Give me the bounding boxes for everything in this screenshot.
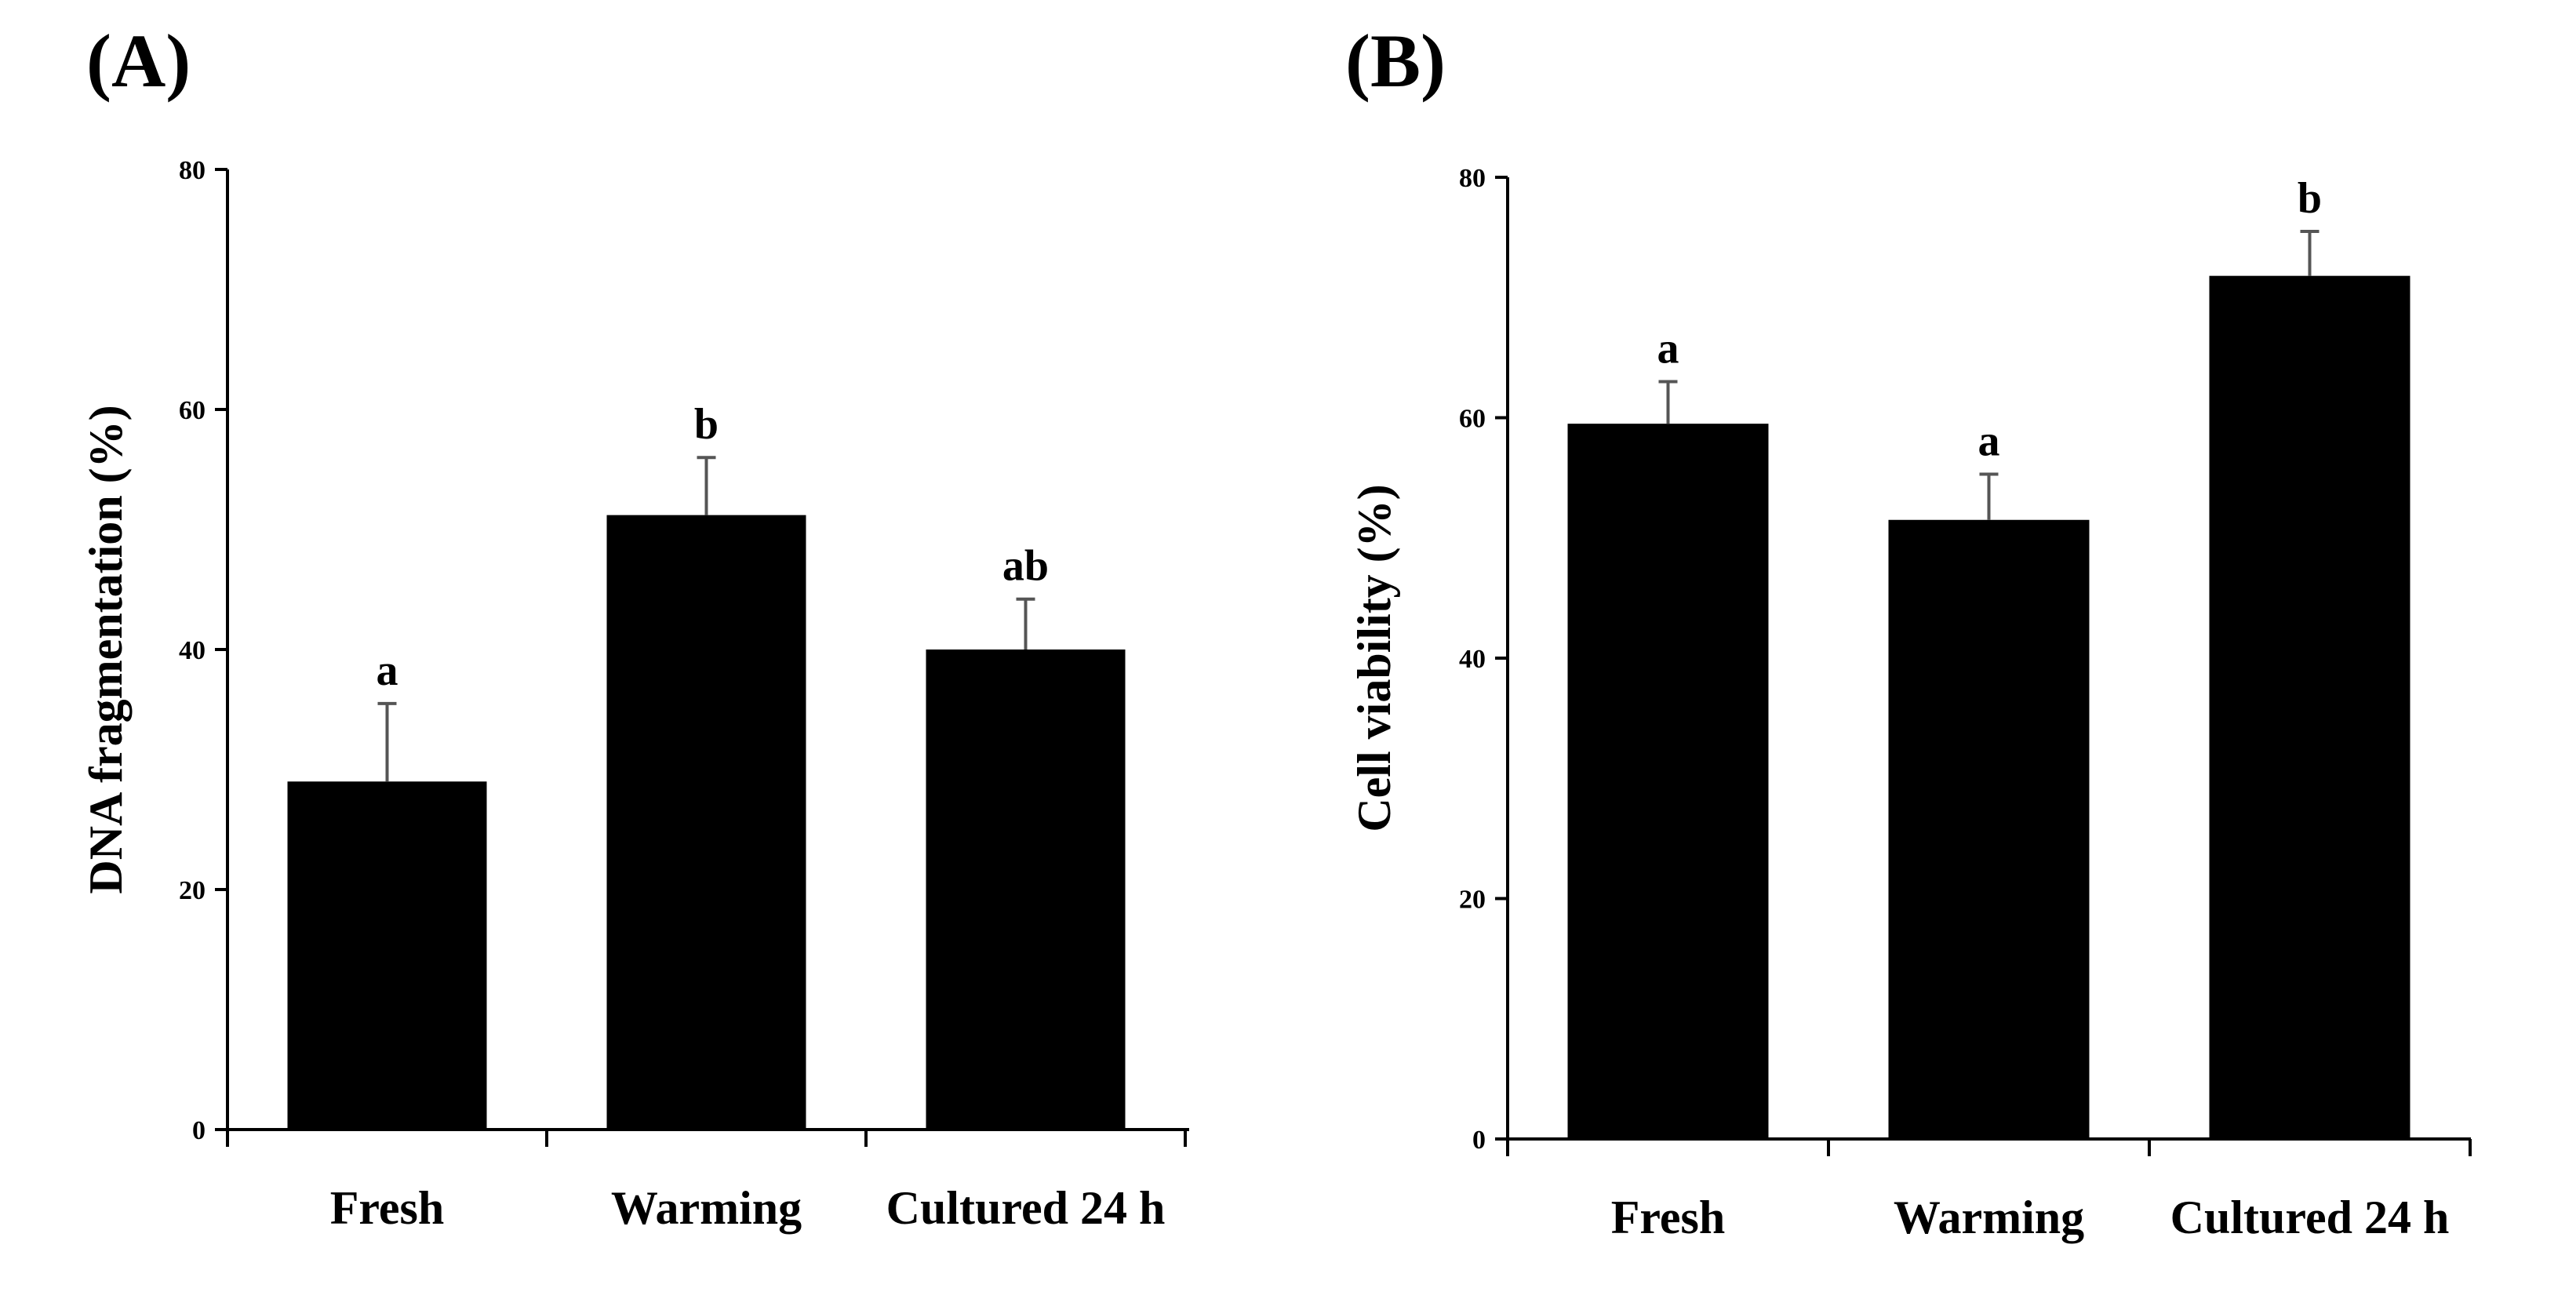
category-label: Fresh bbox=[1611, 1192, 1726, 1243]
bar-fresh bbox=[287, 781, 487, 1130]
category-label: Cultured 24 h bbox=[2170, 1192, 2450, 1243]
panel-label: (B) bbox=[1345, 19, 1446, 103]
y-axis-label: Cell viability (%) bbox=[1348, 484, 1400, 831]
category-label: Cultured 24 h bbox=[886, 1182, 1166, 1234]
category-label: Fresh bbox=[330, 1182, 445, 1234]
bar-warming bbox=[606, 515, 806, 1130]
bar-warming bbox=[1888, 519, 2090, 1139]
y-tick-label: 80 bbox=[179, 156, 206, 185]
bar-cultured-24-h bbox=[2209, 275, 2410, 1139]
significance-letter: a bbox=[377, 646, 398, 695]
y-tick-label: 40 bbox=[179, 636, 206, 665]
y-tick-label: 20 bbox=[179, 876, 206, 905]
significance-letter: ab bbox=[1002, 542, 1049, 591]
significance-letter: a bbox=[1978, 417, 2000, 466]
y-axis-label: DNA fragmentation (%) bbox=[80, 405, 132, 893]
y-tick-label: 20 bbox=[1459, 886, 1486, 915]
significance-letter: a bbox=[1657, 325, 1679, 373]
y-tick-label: 0 bbox=[1472, 1126, 1486, 1155]
y-tick-label: 40 bbox=[1459, 645, 1486, 674]
y-tick-label: 60 bbox=[179, 396, 206, 425]
panel-label: (A) bbox=[86, 19, 191, 103]
significance-letter: b bbox=[694, 400, 719, 449]
category-label: Warming bbox=[611, 1182, 802, 1234]
y-tick-label: 0 bbox=[192, 1116, 206, 1145]
bar-fresh bbox=[1567, 424, 1769, 1139]
bar-cultured-24-h bbox=[926, 650, 1126, 1130]
y-tick-label: 80 bbox=[1459, 164, 1486, 193]
significance-letter: b bbox=[2298, 174, 2322, 223]
y-tick-label: 60 bbox=[1459, 405, 1486, 434]
category-label: Warming bbox=[1894, 1192, 2084, 1243]
